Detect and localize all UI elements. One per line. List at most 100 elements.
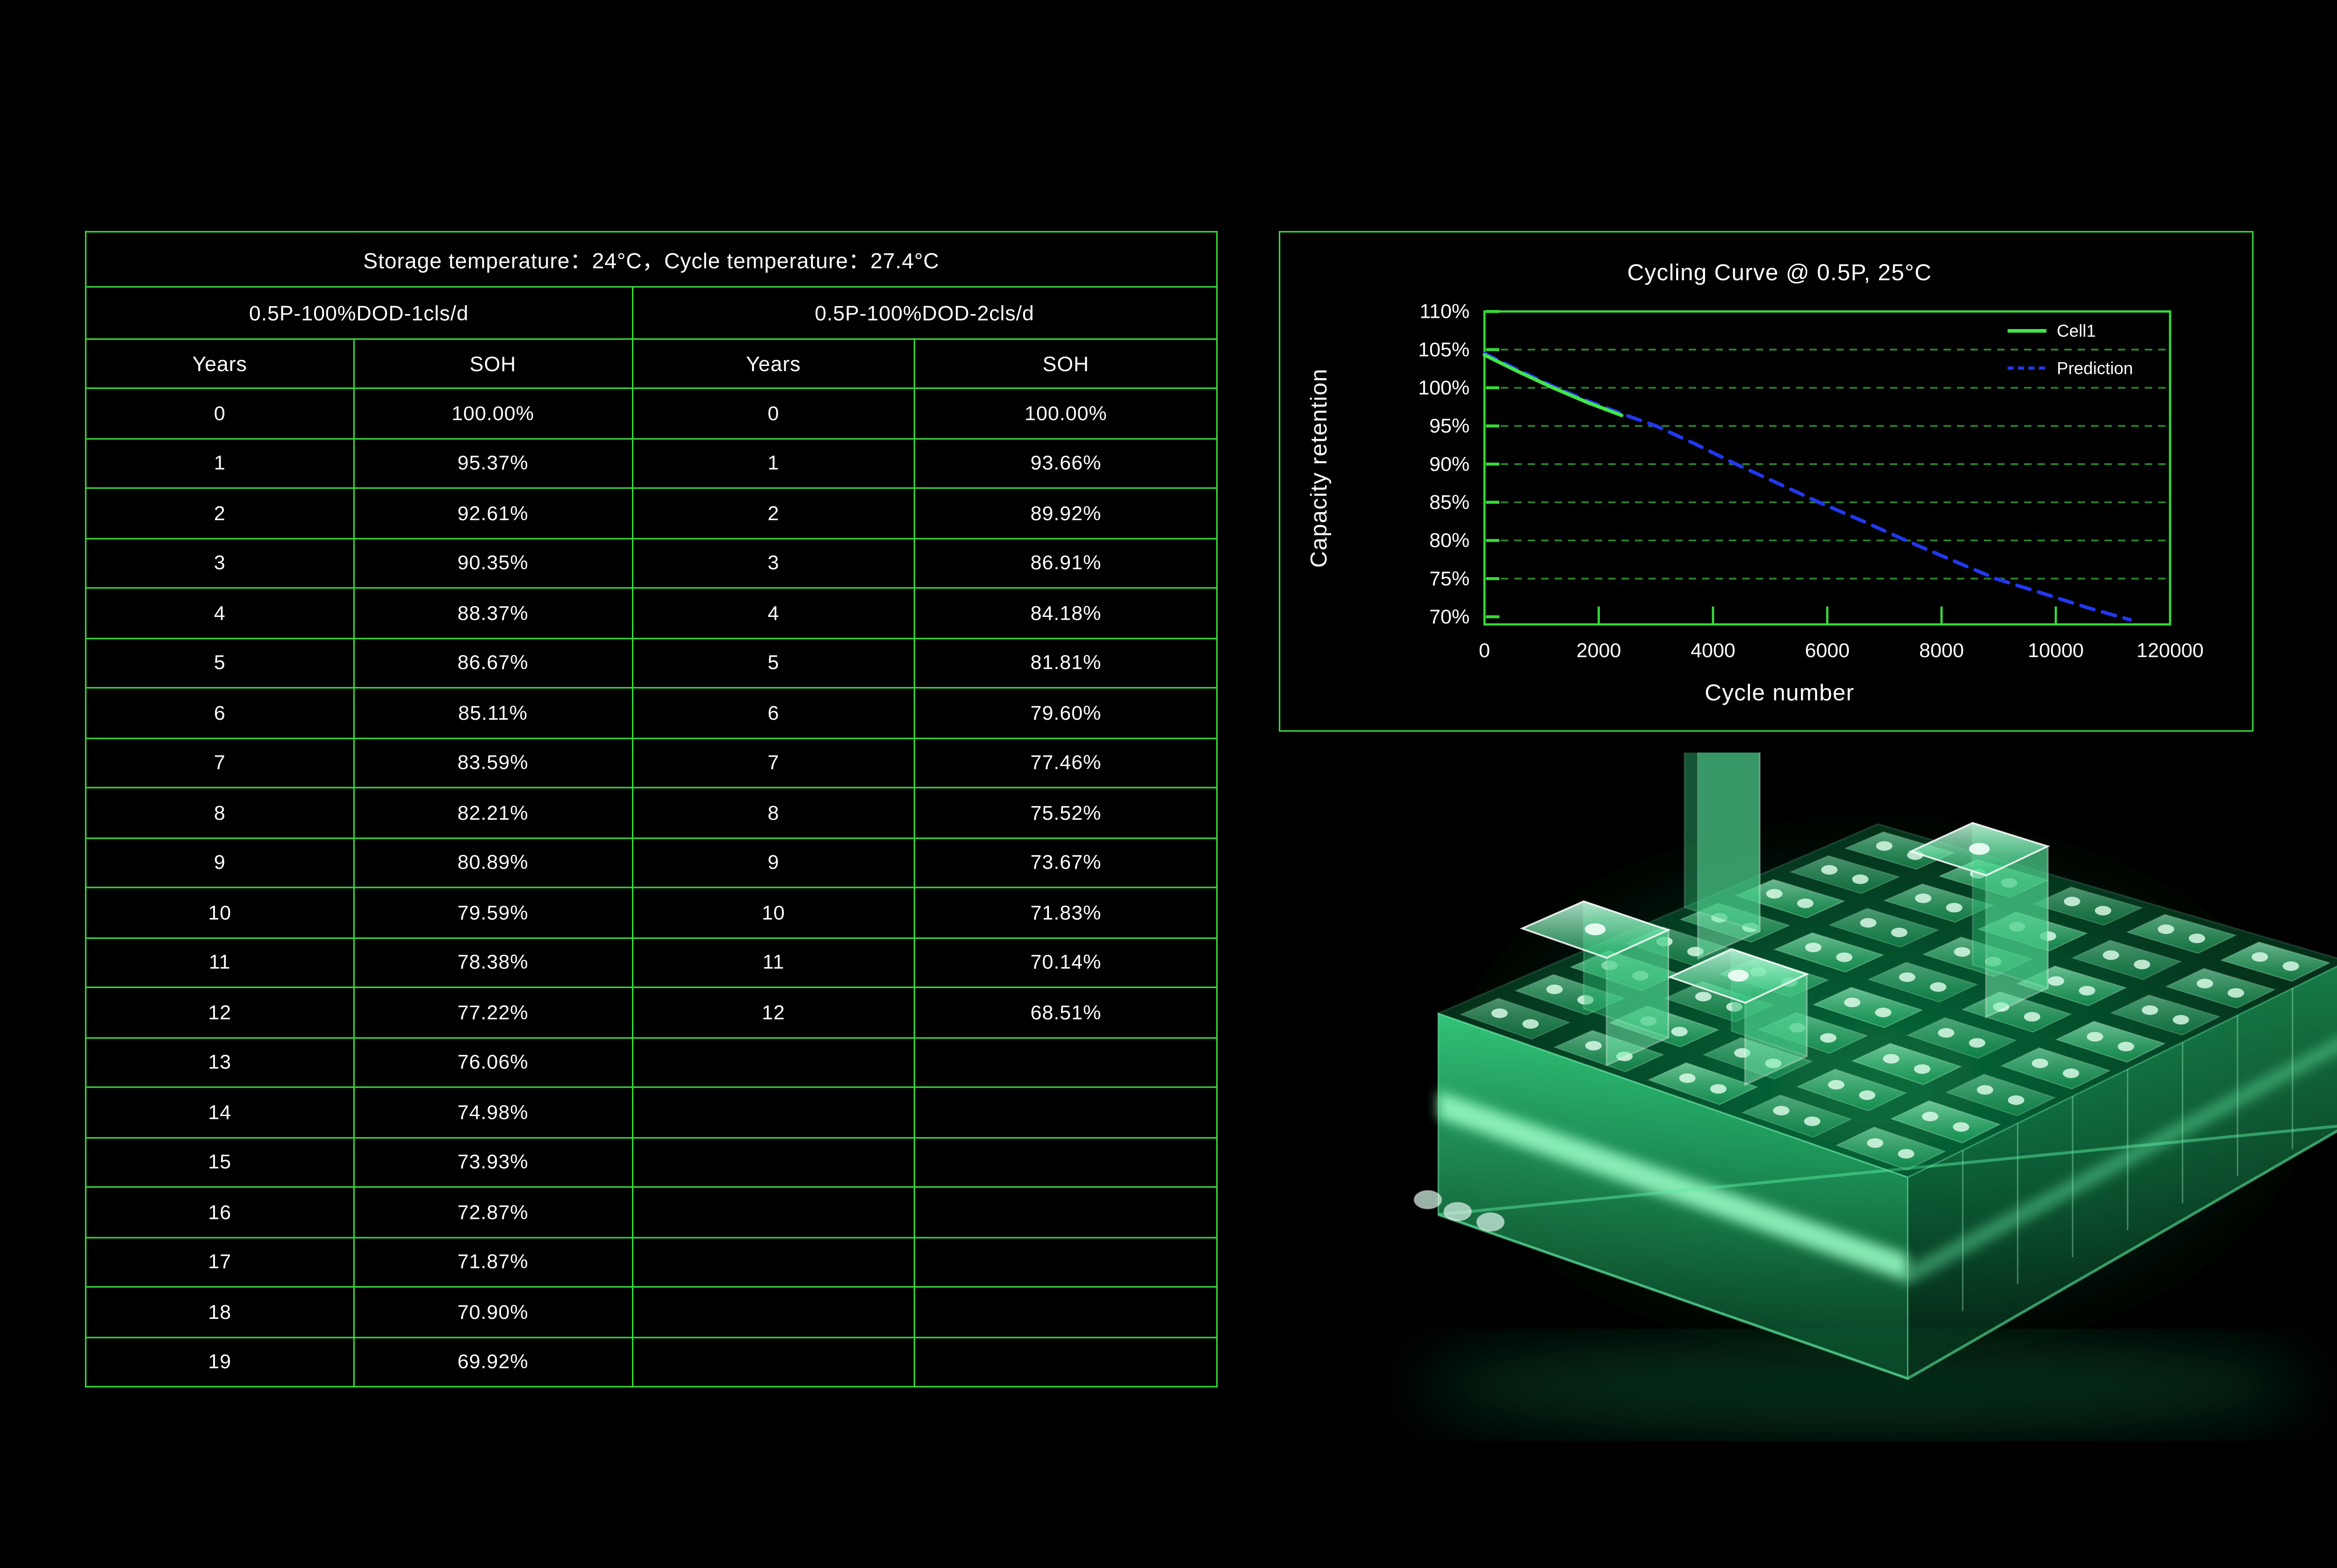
chart-title: Cycling Curve @ 0.5P, 25°C xyxy=(1627,261,1932,286)
raised-cell-left-a-terminal xyxy=(1584,923,1606,936)
battery-cell-top xyxy=(1945,1074,2056,1117)
right-face-glow-strip xyxy=(1907,1038,2337,1285)
cell-terminal xyxy=(2282,961,2299,971)
table-cell: 73.67% xyxy=(914,837,1218,888)
pack-front-right-face xyxy=(1907,966,2337,1380)
table-cell: 77.46% xyxy=(914,737,1218,789)
y-tick-label: 105% xyxy=(1418,339,1470,361)
table-cell xyxy=(631,1037,916,1088)
cell-terminal xyxy=(2158,924,2174,934)
cell-terminal xyxy=(2048,976,2065,986)
y-tick-label: 85% xyxy=(1429,491,1470,514)
table-cell: 16 xyxy=(85,1186,355,1238)
table-cell: 18 xyxy=(85,1286,355,1338)
x-tick-label: 4000 xyxy=(1691,639,1735,662)
raised-cell-right-terminal xyxy=(1969,843,1990,855)
cell-terminal xyxy=(1883,1054,1900,1064)
battery-cell-top xyxy=(2110,994,2221,1036)
cell-terminal xyxy=(1695,992,1712,1002)
table-cell: 92.61% xyxy=(353,487,633,539)
cell-terminal xyxy=(1797,898,1814,909)
series-cell1-line xyxy=(1483,353,1624,417)
table-cell: 10 xyxy=(85,887,355,938)
cell-terminal xyxy=(2196,979,2213,988)
table-cell: 19 xyxy=(85,1336,355,1388)
table-row: 9 80.89% 9 73.67% xyxy=(85,837,1218,888)
cell-terminal xyxy=(1852,874,1869,884)
table-row: 6 85.11% 6 79.60% xyxy=(85,687,1218,739)
table-cell: 79.60% xyxy=(914,687,1218,739)
table-cell: 1 xyxy=(631,437,916,489)
battery-cell-top xyxy=(1828,908,1940,948)
cell-terminal xyxy=(1577,995,1594,1005)
table-cell: 7 xyxy=(85,737,355,789)
table-cell: 82.21% xyxy=(353,787,633,838)
cell-terminal xyxy=(1977,1085,1993,1095)
col-header-soh-1: SOH xyxy=(353,338,633,389)
coolant-fitting xyxy=(1476,1212,1505,1232)
cell-terminal xyxy=(2102,950,2120,960)
table-row: 17 71.87% xyxy=(85,1236,1218,1288)
cell-terminal xyxy=(1891,928,1907,938)
table-cell: 8 xyxy=(631,787,916,838)
battery-cell-top xyxy=(1459,997,1571,1040)
cell-terminal xyxy=(1867,1138,1884,1148)
cell-terminal xyxy=(1859,1090,1876,1100)
cell-terminal xyxy=(1805,943,1822,952)
table-cell xyxy=(631,1286,916,1338)
table-cell: 75.52% xyxy=(914,787,1218,838)
table-cell: 74.98% xyxy=(353,1086,633,1138)
cell-terminal xyxy=(1914,1064,1930,1074)
table-cell: 86.67% xyxy=(353,637,633,689)
table-cell: 76.06% xyxy=(353,1037,633,1088)
table-title-row: Storage temperature：24°C，Cycle temperatu… xyxy=(85,231,1218,288)
battery-cell-top xyxy=(1789,855,1900,895)
cell-terminal xyxy=(1804,1117,1821,1126)
battery-cell-top xyxy=(1647,1062,1759,1105)
x-tick-label: 0 xyxy=(1479,639,1490,662)
cycling-curve-chart: 110% 105% 100% 95% 90% 85% 80% 75% 70% 0 2000 4000 6… xyxy=(1418,301,2204,662)
table-cell: 71.87% xyxy=(353,1236,633,1288)
cell-terminal xyxy=(1953,1122,1970,1132)
table-cell xyxy=(914,1286,1218,1338)
y-tick-label: 110% xyxy=(1419,301,1470,323)
cell-terminal xyxy=(1773,1106,1790,1116)
cell-terminal xyxy=(2228,988,2244,998)
battery-cell-top xyxy=(2165,968,2276,1009)
battery-cell-top xyxy=(2032,887,2143,926)
cell-terminal xyxy=(1899,972,1915,982)
cell-terminal xyxy=(1710,1084,1727,1094)
table-cell xyxy=(631,1086,916,1138)
cell-terminal xyxy=(2024,1012,2041,1022)
table-cell: 95.37% xyxy=(353,437,633,489)
table-cell: 0 xyxy=(631,387,916,439)
cell-terminal xyxy=(1876,841,1893,851)
table-cell xyxy=(631,1136,916,1188)
x-tick-label: 6000 xyxy=(1805,639,1850,662)
y-tick-label: 75% xyxy=(1429,568,1470,590)
cell-terminal xyxy=(1954,947,1971,957)
plot-border xyxy=(1483,310,2172,626)
datasheet-slide: Storage temperature：24°C，Cycle temperatu… xyxy=(0,127,2337,1441)
cell-terminal xyxy=(1938,1028,1955,1038)
table-cell: 2 xyxy=(85,487,355,539)
table-title: Storage temperature：24°C，Cycle temperatu… xyxy=(85,231,1218,288)
cell-terminal xyxy=(1930,982,1947,992)
legend-cell1-label: Cell1 xyxy=(2057,322,2096,341)
table-cell: 84.18% xyxy=(914,587,1218,639)
table-cell: 11 xyxy=(631,937,916,988)
table-cell xyxy=(914,1037,1218,1088)
battery-cell-top xyxy=(1867,962,1979,1003)
cell-terminal xyxy=(1921,1111,1938,1122)
group-header-2clsd: 0.5P-100%DOD-2cls/d xyxy=(631,286,1218,340)
cell-terminal xyxy=(1585,1041,1602,1051)
table-cell: 83.59% xyxy=(353,737,633,789)
table-cell: 12 xyxy=(631,987,916,1038)
table-cell: 70.14% xyxy=(914,937,1218,988)
table-cell: 9 xyxy=(85,837,355,888)
table-cell: 2 xyxy=(631,487,916,539)
cell-terminal xyxy=(2094,906,2112,916)
battery-cell-top xyxy=(1796,1068,1907,1112)
cell-terminal xyxy=(1875,1008,1892,1017)
table-row: 1 95.37% 1 93.66% xyxy=(85,437,1218,489)
